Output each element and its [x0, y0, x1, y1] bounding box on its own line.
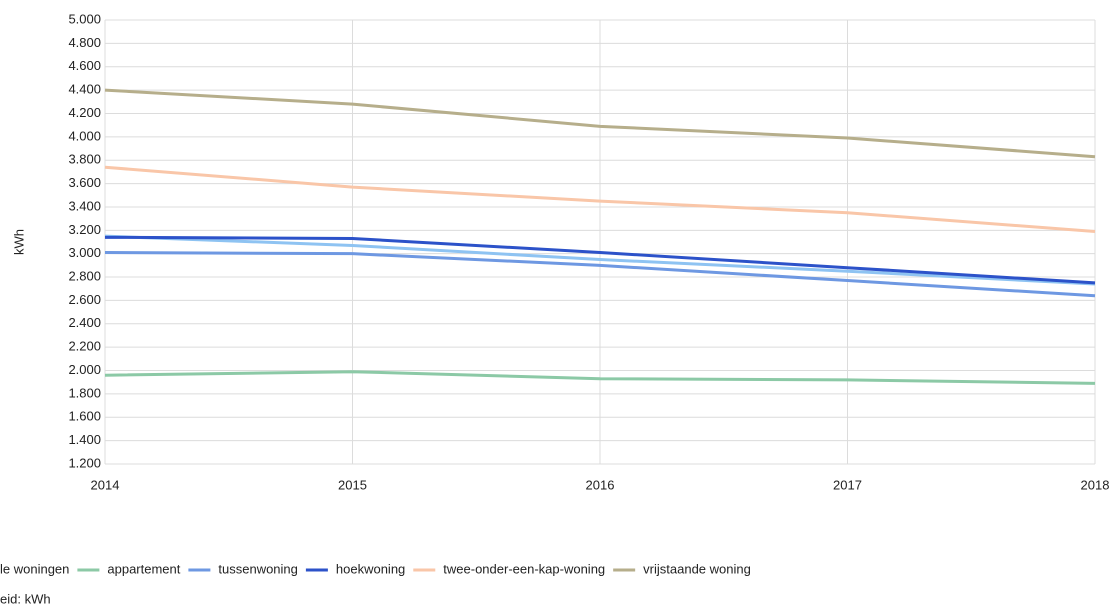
series-line [104, 88, 1096, 159]
y-tick-label: 4.800 [68, 35, 101, 50]
y-tick-label: 2.400 [68, 315, 101, 330]
y-tick-label: 1.600 [68, 409, 101, 424]
x-tick-label: 2016 [586, 477, 615, 492]
legend-label: vrijstaande woning [643, 561, 751, 576]
y-tick-label: 3.400 [68, 198, 101, 213]
y-tick-label: 3.200 [68, 222, 101, 237]
y-tick-label: 2.600 [68, 292, 101, 307]
y-tick-label: 1.800 [68, 385, 101, 400]
y-tick-label: 4.400 [68, 82, 101, 97]
x-tick-label: 2014 [91, 477, 120, 492]
legend-label: tussenwoning [218, 561, 298, 576]
y-tick-label: 2.000 [68, 362, 101, 377]
legend-label: le woningen [0, 561, 69, 576]
legend-label: twee-onder-een-kap-woning [443, 561, 605, 576]
legend-label: appartement [107, 561, 180, 576]
x-tick-label: 2015 [338, 477, 367, 492]
series-line [104, 234, 1096, 286]
y-tick-label: 4.600 [68, 58, 101, 73]
footnote: eid: kWh [0, 591, 51, 606]
y-tick-label: 5.000 [68, 11, 101, 26]
x-tick-label: 2018 [1081, 477, 1110, 492]
y-axis-label: kWh [11, 229, 26, 255]
series-line [104, 165, 1096, 233]
series-line [104, 235, 1096, 285]
y-tick-label: 1.200 [68, 455, 101, 470]
y-tick-label: 3.000 [68, 245, 101, 260]
series-line [104, 370, 1096, 385]
y-tick-label: 1.400 [68, 432, 101, 447]
y-tick-label: 3.800 [68, 152, 101, 167]
x-tick-label: 2017 [833, 477, 862, 492]
y-tick-label: 3.600 [68, 175, 101, 190]
legend-label: hoekwoning [336, 561, 405, 576]
y-tick-label: 4.200 [68, 105, 101, 120]
series-line [104, 251, 1096, 298]
y-tick-label: 2.200 [68, 339, 101, 354]
y-tick-label: 2.800 [68, 268, 101, 283]
y-tick-label: 4.000 [68, 128, 101, 143]
